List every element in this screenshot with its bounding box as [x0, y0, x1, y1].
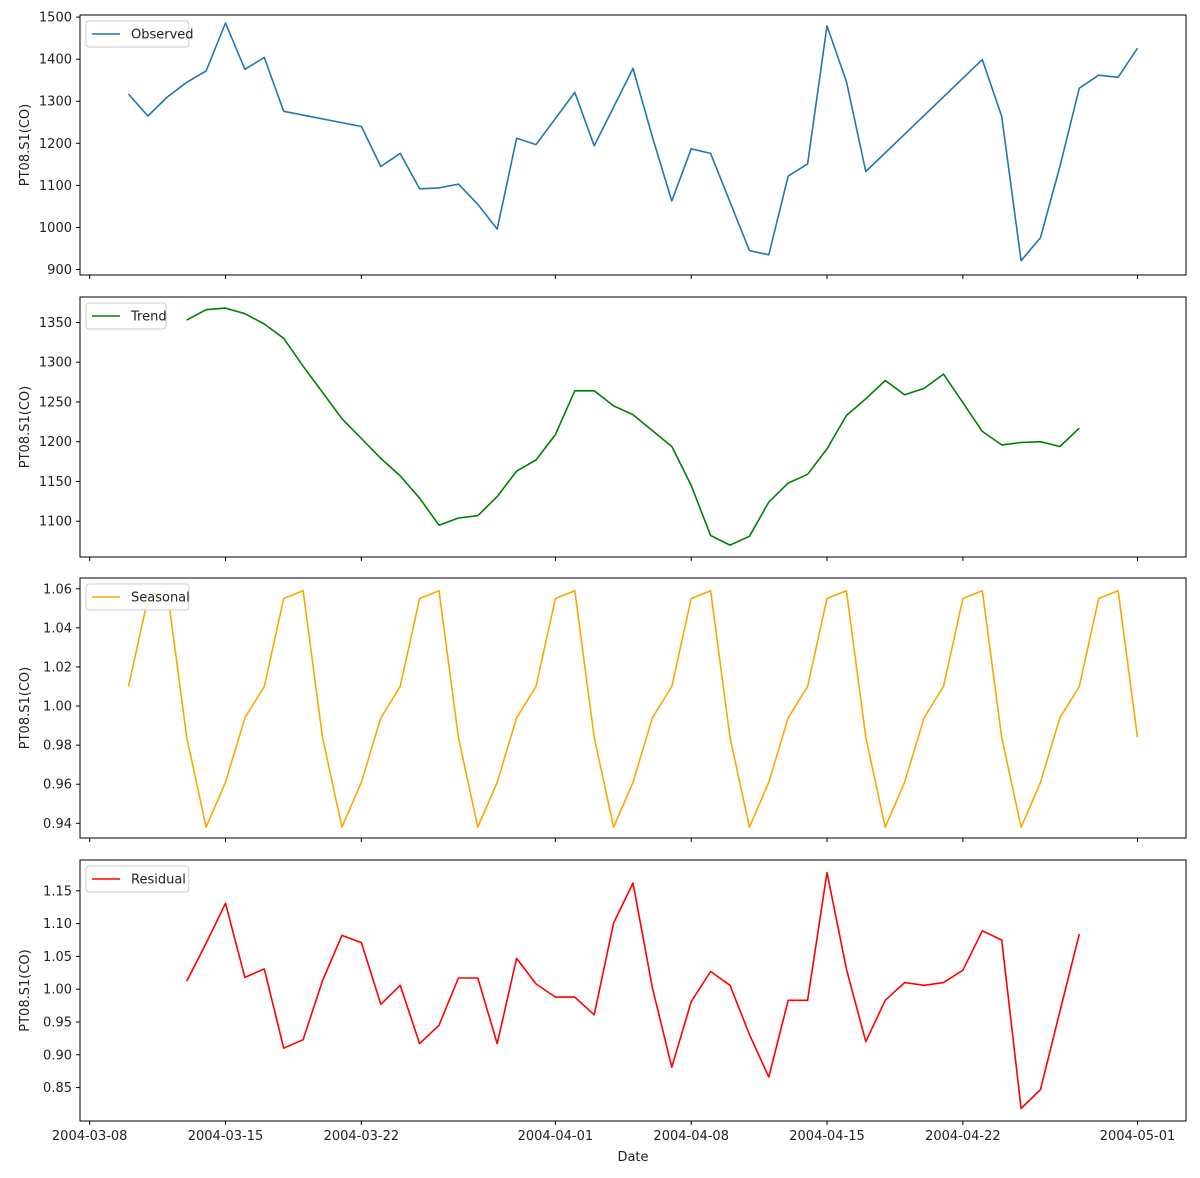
x-axis-label: Date	[617, 1150, 648, 1165]
trend-panel: 1100 1150 1200 1250 1300 1350 PT08.S1(CO) Trend	[18, 296, 1187, 561]
legend-box	[85, 583, 190, 611]
x-tick-label: 2004-03-08	[52, 1129, 128, 1144]
x-tick-label: 2004-04-01	[518, 1129, 594, 1144]
y-tick-label: 1.06	[43, 582, 72, 597]
axes-frame	[79, 859, 1187, 1122]
y-tick-label: 1.04	[43, 621, 72, 636]
x-tick-label: 2004-03-15	[188, 1129, 264, 1144]
axes-frame	[79, 296, 1187, 558]
residual-panel: 0.85 0.90 0.95 1.00 1.05 1.10 1.15 2004-03-08 20…	[18, 859, 1187, 1165]
y-axis-label: PT08.S1(CO)	[18, 104, 33, 186]
x-tick-label: 2004-03-22	[324, 1129, 400, 1144]
x-tick-label: 2004-04-15	[789, 1129, 865, 1144]
legend-label: Observed	[131, 28, 194, 43]
x-tick-label: 2004-05-01	[1100, 1129, 1176, 1144]
y-axis-label: PT08.S1(CO)	[18, 949, 33, 1031]
y-tick-label: 1150	[39, 475, 72, 490]
legend-box	[85, 20, 190, 48]
y-tick-label: 1.10	[43, 917, 72, 932]
y-tick-label: 1100	[39, 515, 72, 530]
legend: Observed	[85, 20, 194, 48]
y-tick-label: 1000	[39, 221, 72, 236]
legend: Trend	[85, 302, 167, 330]
y-tick-label: 1.02	[43, 660, 72, 675]
x-tick-label: 2004-04-08	[653, 1129, 729, 1144]
y-tick-label: 0.94	[43, 817, 72, 832]
legend: Seasonal	[85, 583, 190, 611]
y-tick-label: 1400	[39, 53, 72, 68]
y-tick-label: 1350	[39, 316, 72, 331]
axes-frame	[79, 577, 1187, 839]
legend-label: Residual	[131, 873, 186, 888]
y-tick-label: 1200	[39, 137, 72, 152]
series-line	[127, 22, 1139, 262]
y-tick-label: 1.00	[43, 983, 72, 998]
legend-label: Seasonal	[131, 591, 190, 606]
y-tick-label: 0.95	[43, 1015, 72, 1030]
y-tick-label: 1300	[39, 95, 72, 110]
y-tick-label: 1.00	[43, 700, 72, 715]
y-tick-label: 1200	[39, 435, 72, 450]
y-tick-label: 0.90	[43, 1048, 72, 1063]
y-tick-label: 1100	[39, 179, 72, 194]
y-tick-label: 0.85	[43, 1081, 72, 1096]
y-tick-label: 900	[47, 263, 72, 278]
y-tick-label: 1.05	[43, 950, 72, 965]
x-tick-label: 2004-04-22	[925, 1129, 1001, 1144]
y-tick-label: 1.15	[43, 884, 72, 899]
legend-box	[85, 865, 190, 893]
y-axis-label: PT08.S1(CO)	[18, 667, 33, 749]
y-tick-label: 0.96	[43, 778, 72, 793]
legend: Residual	[85, 865, 190, 893]
axes-frame	[79, 14, 1187, 276]
series-line	[185, 871, 1081, 1110]
y-tick-label: 1500	[39, 11, 72, 26]
legend-label: Trend	[130, 310, 167, 325]
y-tick-label: 0.98	[43, 739, 72, 754]
observed-panel: 900 1000 1100 1200 1300 1400 1500 PT08.S1(CO) Ob…	[18, 11, 1187, 279]
series-line	[127, 589, 1139, 829]
legend-box	[85, 302, 167, 330]
y-axis-label: PT08.S1(CO)	[18, 386, 33, 468]
series-line	[186, 307, 1080, 546]
y-tick-label: 1250	[39, 395, 72, 410]
y-tick-label: 1300	[39, 356, 72, 371]
seasonal-panel: 0.94 0.96 0.98 1.00 1.02 1.04 1.06 PT08.S1(CO) S…	[18, 577, 1187, 842]
